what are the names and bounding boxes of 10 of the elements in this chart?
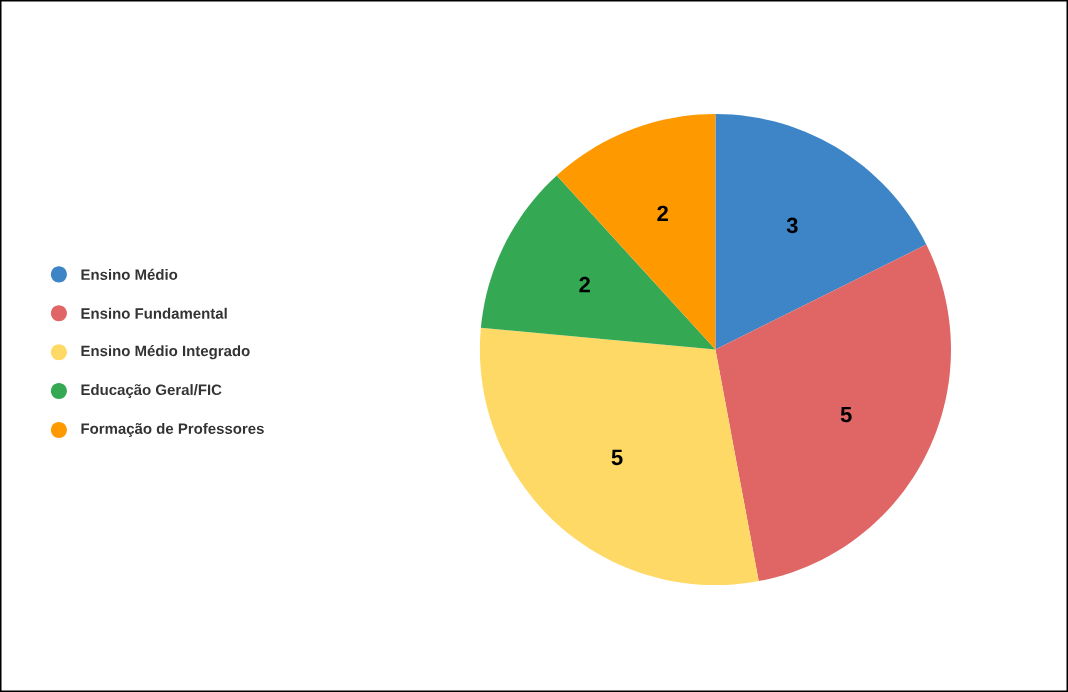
legend-label: Ensino Médio Integrado — [81, 345, 250, 360]
data-label: 3 — [786, 217, 798, 234]
data-label: 2 — [579, 276, 590, 293]
data-label: 5 — [840, 406, 852, 423]
legend-label: Educação Geral/FIC — [81, 384, 222, 398]
data-label: 5 — [611, 449, 623, 466]
legend-label: Ensino Médio — [81, 268, 178, 280]
legend-label: Ensino Fundamental — [81, 307, 227, 319]
legend-label: Formação de Professores — [81, 422, 264, 437]
data-label: 2 — [657, 205, 668, 221]
